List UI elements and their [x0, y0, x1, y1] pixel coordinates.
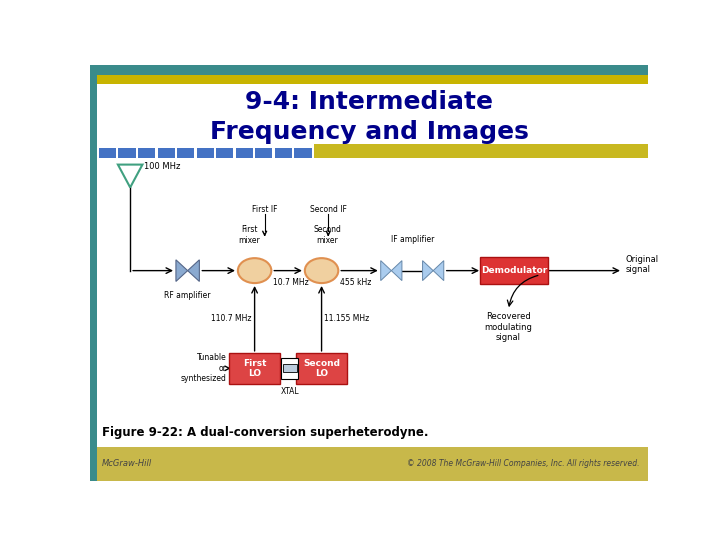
FancyBboxPatch shape: [158, 148, 175, 158]
Text: © 2008 The McGraw-Hill Companies, Inc. All rights reserved.: © 2008 The McGraw-Hill Companies, Inc. A…: [407, 460, 639, 469]
FancyArrowPatch shape: [508, 275, 538, 306]
FancyBboxPatch shape: [99, 148, 116, 158]
Text: Demodulator: Demodulator: [481, 266, 547, 275]
Text: Second IF: Second IF: [310, 205, 347, 214]
Text: McGraw-Hill: McGraw-Hill: [102, 460, 153, 469]
FancyBboxPatch shape: [97, 65, 648, 75]
FancyBboxPatch shape: [255, 148, 272, 158]
Text: 100 MHz: 100 MHz: [144, 162, 181, 171]
Circle shape: [305, 258, 338, 283]
FancyBboxPatch shape: [296, 353, 347, 384]
Text: First
mixer: First mixer: [238, 225, 260, 245]
Text: XTAL: XTAL: [281, 387, 299, 396]
FancyBboxPatch shape: [97, 447, 648, 481]
Text: Second
mixer: Second mixer: [313, 225, 341, 245]
FancyBboxPatch shape: [197, 148, 214, 158]
Polygon shape: [392, 261, 402, 281]
FancyBboxPatch shape: [90, 65, 97, 481]
Text: Recovered
modulating
signal: Recovered modulating signal: [485, 312, 532, 342]
FancyBboxPatch shape: [97, 75, 648, 84]
Polygon shape: [423, 261, 433, 281]
FancyBboxPatch shape: [480, 257, 548, 285]
Text: Tunable
or
synthesized: Tunable or synthesized: [181, 354, 226, 383]
Polygon shape: [176, 260, 188, 281]
FancyBboxPatch shape: [216, 148, 233, 158]
FancyBboxPatch shape: [229, 353, 280, 384]
Text: 455 kHz: 455 kHz: [340, 278, 372, 287]
Text: Figure 9-22: A dual-conversion superheterodyne.: Figure 9-22: A dual-conversion superhete…: [102, 426, 429, 439]
FancyBboxPatch shape: [119, 148, 136, 158]
FancyBboxPatch shape: [97, 84, 648, 150]
Text: Original
signal: Original signal: [626, 255, 659, 274]
FancyBboxPatch shape: [138, 148, 156, 158]
FancyBboxPatch shape: [177, 148, 194, 158]
Circle shape: [238, 258, 271, 283]
FancyBboxPatch shape: [283, 364, 297, 373]
Text: 10.7 MHz: 10.7 MHz: [273, 278, 309, 287]
Text: First IF: First IF: [252, 205, 277, 214]
Text: RF amplifier: RF amplifier: [164, 291, 211, 300]
Polygon shape: [188, 260, 199, 281]
FancyBboxPatch shape: [285, 84, 648, 150]
FancyBboxPatch shape: [282, 357, 298, 379]
Text: 110.7 MHz: 110.7 MHz: [212, 314, 252, 323]
FancyBboxPatch shape: [97, 158, 648, 447]
FancyBboxPatch shape: [275, 148, 292, 158]
Text: 9-4: Intermediate
Frequency and Images: 9-4: Intermediate Frequency and Images: [210, 90, 528, 144]
Polygon shape: [381, 261, 392, 281]
Polygon shape: [433, 261, 444, 281]
Text: Second
LO: Second LO: [303, 359, 340, 378]
Text: First
LO: First LO: [243, 359, 266, 378]
Text: IF amplifier: IF amplifier: [390, 234, 434, 244]
Text: 11.155 MHz: 11.155 MHz: [324, 314, 369, 323]
FancyBboxPatch shape: [294, 148, 312, 158]
FancyBboxPatch shape: [314, 144, 648, 158]
FancyBboxPatch shape: [235, 148, 253, 158]
